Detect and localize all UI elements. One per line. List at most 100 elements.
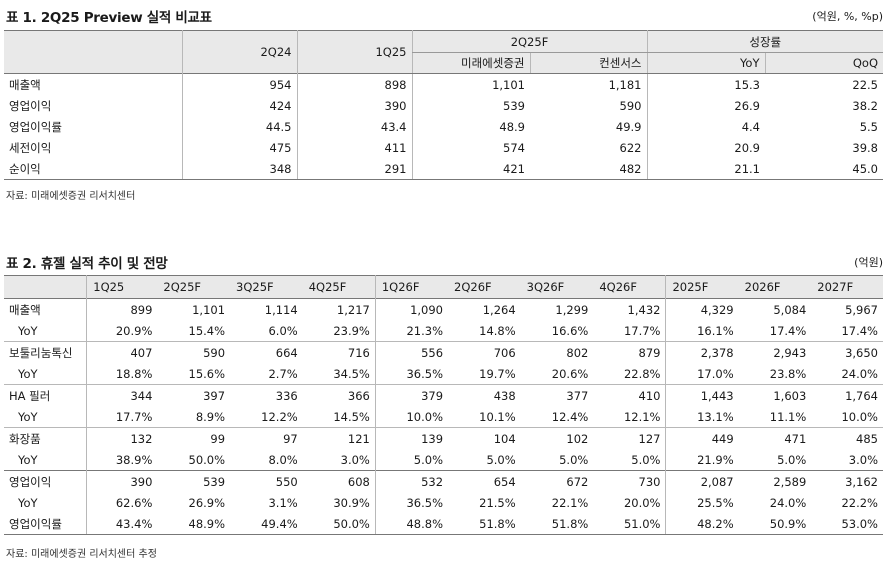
- table-cell: 608: [302, 470, 376, 492]
- table-cell: 1,603: [738, 384, 812, 406]
- table-cell: 21.5%: [479, 495, 516, 510]
- table1-source: 자료: 미래에셋증권 리서치센터: [6, 191, 136, 202]
- table-cell: 104: [448, 427, 521, 449]
- table-cell: 127: [593, 427, 666, 449]
- table-cell: 50.9%: [738, 513, 812, 535]
- table-row: 보툴리눔톡신 407 590 664 716 556 706 802 879 2,378 2,943…: [4, 341, 883, 363]
- preview-comparison-table: 2Q24 1Q25 2Q25F 성장률 미래에셋증권 컨센서스 YoY QoQ …: [4, 30, 883, 180]
- table-cell: 1,432: [593, 298, 666, 320]
- table-cell: 424: [181, 95, 297, 116]
- row-label: YoY: [18, 409, 38, 424]
- table-cell: 475: [181, 137, 297, 158]
- row-label: 영업이익률: [4, 513, 87, 535]
- table-cell: 45.0: [765, 158, 883, 180]
- table-cell: 410: [593, 384, 666, 406]
- row-label: 매출액: [4, 73, 182, 95]
- header-2q25f: 2Q25F: [411, 30, 647, 53]
- table-cell: 20.6%: [551, 366, 589, 381]
- table-cell: 1,114: [230, 298, 303, 320]
- column-header: 2Q25F: [157, 275, 231, 299]
- table-cell: 99: [157, 427, 231, 449]
- table-cell: 550: [230, 470, 303, 492]
- table1-unit: (억원, %, %p): [812, 10, 883, 23]
- table-cell: 898: [296, 73, 412, 95]
- table2-source: 자료: 미래에셋증권 리서치센터 추정: [6, 549, 157, 560]
- table-cell: 2.7%: [268, 366, 298, 381]
- row-label: YoY: [18, 366, 38, 381]
- table-cell: 622: [619, 140, 642, 155]
- table-cell: 15.6%: [188, 366, 226, 381]
- table-cell: 44.5: [181, 116, 297, 137]
- table-cell: 22.8%: [623, 366, 661, 381]
- table-cell: 3.1%: [268, 495, 298, 510]
- table-cell: 407: [86, 341, 158, 363]
- table-row: 매출액 954 898 1,101 1,181 15.3 22.5: [4, 73, 883, 95]
- column-header: 2025F: [665, 275, 739, 299]
- table-row: YoY 38.9% 50.0% 8.0% 3.0% 5.0% 5.0% 5.0% 5.0% 21.…: [4, 449, 883, 471]
- table-cell: 102: [520, 427, 594, 449]
- table-cell: 49.4%: [230, 513, 303, 535]
- table-cell: 121: [302, 427, 376, 449]
- table-row: 매출액 899 1,101 1,114 1,217 1,090 1,264 1,299 1,43…: [4, 298, 883, 320]
- table-cell: 12.4%: [551, 409, 589, 424]
- table-cell: 19.7%: [479, 366, 516, 381]
- table-cell: 471: [738, 427, 812, 449]
- table-cell: 390: [86, 470, 158, 492]
- table-cell: 97: [230, 427, 303, 449]
- table-row: 영업이익률 44.5 43.4 48.9 49.9 4.4 5.5: [4, 116, 883, 137]
- table-cell: 590: [157, 341, 231, 363]
- table-cell: 20.0%: [623, 495, 661, 510]
- table-cell: 4.4: [646, 116, 765, 137]
- table-cell: 17.4%: [769, 323, 807, 338]
- header-qoq: QoQ: [764, 52, 883, 74]
- table-cell: 53.0%: [811, 513, 883, 535]
- table-cell: 48.2%: [665, 513, 739, 535]
- table-cell: 482: [530, 158, 647, 180]
- table-cell: 13.1%: [665, 406, 739, 428]
- table-cell: 574: [411, 137, 530, 158]
- table-cell: 22.2%: [841, 495, 878, 510]
- table-cell: 15.3: [646, 73, 765, 95]
- table-cell: 23.9%: [333, 323, 370, 338]
- table-cell: 48.9: [411, 116, 530, 137]
- table2-title: 표 2. 휴젤 실적 추이 및 전망: [6, 256, 168, 272]
- table-cell: 672: [520, 470, 594, 492]
- table-cell: 38.2: [852, 98, 878, 113]
- row-label: 영업이익: [9, 98, 52, 113]
- table-cell: 1,217: [302, 298, 376, 320]
- header-growth: 성장률: [646, 30, 883, 53]
- column-header: 3Q26F: [520, 275, 594, 299]
- table-cell: 5,967: [811, 298, 883, 320]
- table-cell: 49.9: [615, 119, 642, 134]
- table-cell: 590: [619, 98, 642, 113]
- table-cell: 5.0%: [486, 452, 516, 467]
- column-header: 4Q25F: [302, 275, 376, 299]
- row-label: 화장품: [4, 427, 87, 449]
- table-row: 영업이익 390 539 550 608 532 654 672 730 2,087 2,589 3,…: [4, 470, 883, 492]
- table-cell: 556: [374, 341, 449, 363]
- table-cell: 34.5%: [333, 366, 370, 381]
- table-cell: 664: [230, 341, 303, 363]
- table-cell: 16.6%: [551, 323, 589, 338]
- table-cell: 15.4%: [188, 323, 226, 338]
- table2-title-row: 표 2. 휴젤 실적 추이 및 전망 (억원): [6, 252, 883, 272]
- table-cell: 899: [86, 298, 158, 320]
- table-row: 영업이익률 43.4% 48.9% 49.4% 50.0% 48.8% 51.8% 51.8%…: [4, 513, 883, 535]
- table2-header-blank: [4, 275, 87, 299]
- table-cell: 5.5: [859, 119, 878, 134]
- table-cell: 43.4: [296, 116, 412, 137]
- table-cell: 2,943: [738, 341, 812, 363]
- table-cell: 449: [665, 427, 739, 449]
- table-cell: 38.9%: [86, 449, 158, 471]
- table-cell: 539: [157, 470, 231, 492]
- table-cell: 62.6%: [86, 492, 158, 513]
- header-yoy: YoY: [646, 52, 765, 74]
- row-label: YoY: [18, 452, 38, 467]
- table-cell: 36.5%: [374, 492, 449, 513]
- table-cell: 802: [520, 341, 594, 363]
- table-cell: 23.8%: [769, 366, 807, 381]
- table1-title-row: 표 1. 2Q25 Preview 실적 비교표 (억원, %, %p): [6, 6, 883, 26]
- table-cell: 10.1%: [479, 409, 516, 424]
- table-cell: 348: [181, 158, 297, 180]
- table-cell: 20.9%: [86, 320, 158, 342]
